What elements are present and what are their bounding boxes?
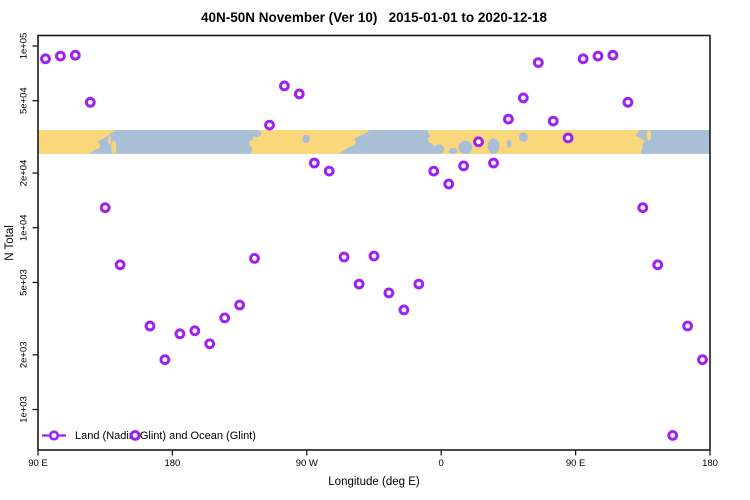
y-tick-label: 2e+03	[19, 341, 30, 368]
legend-marker-circle	[48, 430, 60, 441]
lake-aral-sea	[506, 139, 512, 148]
data-points	[40, 49, 708, 441]
island-kamchatka	[646, 130, 652, 141]
data-point	[279, 80, 290, 92]
data-point	[667, 430, 679, 441]
data-point	[249, 253, 260, 264]
data-point	[353, 278, 365, 290]
land-shape-asia-east	[38, 130, 117, 154]
data-point	[458, 160, 470, 172]
data-point	[503, 113, 514, 125]
lake-black-sea	[458, 140, 473, 154]
y-tick-label: 1e+05	[19, 33, 30, 60]
lake-balkhash	[518, 132, 528, 142]
data-point	[293, 88, 305, 100]
legend-label: Land (Nadir&Glint) and Ocean (Glint)	[75, 430, 256, 442]
y-tick-label: 1e+03	[19, 396, 30, 423]
lake-mediterranean-1	[433, 144, 445, 154]
data-point	[174, 328, 186, 340]
data-point	[204, 338, 216, 350]
data-point	[473, 136, 484, 148]
data-point	[234, 299, 246, 311]
island-hokkaido	[108, 135, 112, 145]
data-point	[114, 259, 126, 271]
data-point	[622, 96, 634, 108]
plot-box	[37, 34, 711, 451]
chart-title: 40N-50N November (Ver 10) 2015-01-01 to …	[201, 10, 547, 25]
y-tick-label: 1e+04	[19, 214, 30, 241]
legend: Land (Nadir&Glint) and Ocean (Glint)	[42, 430, 256, 442]
data-point	[428, 165, 440, 177]
data-point	[607, 49, 619, 61]
x-tick-label: 0	[439, 458, 444, 469]
data-point	[219, 312, 231, 324]
data-point	[55, 50, 66, 62]
lake-bc-inlets	[252, 130, 262, 138]
land-shape-eurasia	[426, 130, 645, 154]
data-point	[323, 165, 335, 177]
data-point	[368, 250, 380, 262]
data-point	[488, 157, 499, 169]
data-point	[383, 287, 395, 299]
data-point	[159, 354, 171, 366]
data-point	[532, 57, 544, 68]
y-tick-label: 2e+04	[19, 160, 30, 187]
plot-border	[37, 34, 711, 451]
x-tick-label: 90 W	[296, 458, 318, 469]
x-tick-label: 180	[164, 458, 180, 469]
data-point	[637, 202, 649, 214]
data-point	[84, 96, 96, 108]
lake-great-lakes	[302, 134, 310, 144]
data-point	[413, 278, 425, 290]
y-axis-label: N Total	[4, 225, 16, 261]
data-point	[517, 92, 529, 104]
data-point	[443, 178, 455, 190]
x-axis-label: Longitude (deg E)	[328, 476, 420, 488]
data-point	[308, 157, 320, 169]
island-japan	[111, 140, 117, 154]
data-point	[652, 259, 664, 271]
land-shape-north-america	[248, 130, 370, 154]
x-tick-label: 180	[702, 458, 718, 469]
x-tick-label: 90 E	[28, 458, 48, 469]
data-point	[398, 304, 410, 316]
data-point	[338, 251, 350, 263]
lake-mediterranean-2	[448, 147, 458, 154]
data-point	[697, 354, 708, 366]
axis-ticks: 90 E 180 90 W 0 90 E 180 1e+05 5e+04 2e+04 1e+04 5…	[19, 33, 718, 469]
data-point	[577, 53, 589, 65]
data-point	[592, 50, 604, 62]
data-point	[682, 320, 693, 332]
x-tick-label: 90 E	[566, 458, 586, 469]
lake-caspian-sea	[487, 138, 500, 154]
data-point	[189, 325, 201, 337]
data-point	[69, 49, 81, 61]
data-point	[129, 430, 141, 441]
map-band	[38, 130, 710, 154]
data-point	[264, 119, 275, 131]
y-tick-label: 5e+04	[19, 87, 30, 114]
data-point	[99, 202, 111, 214]
data-point	[547, 115, 559, 127]
data-point	[144, 320, 156, 332]
data-point	[562, 132, 574, 144]
y-tick-label: 5e+03	[19, 269, 30, 296]
data-point	[40, 53, 51, 65]
